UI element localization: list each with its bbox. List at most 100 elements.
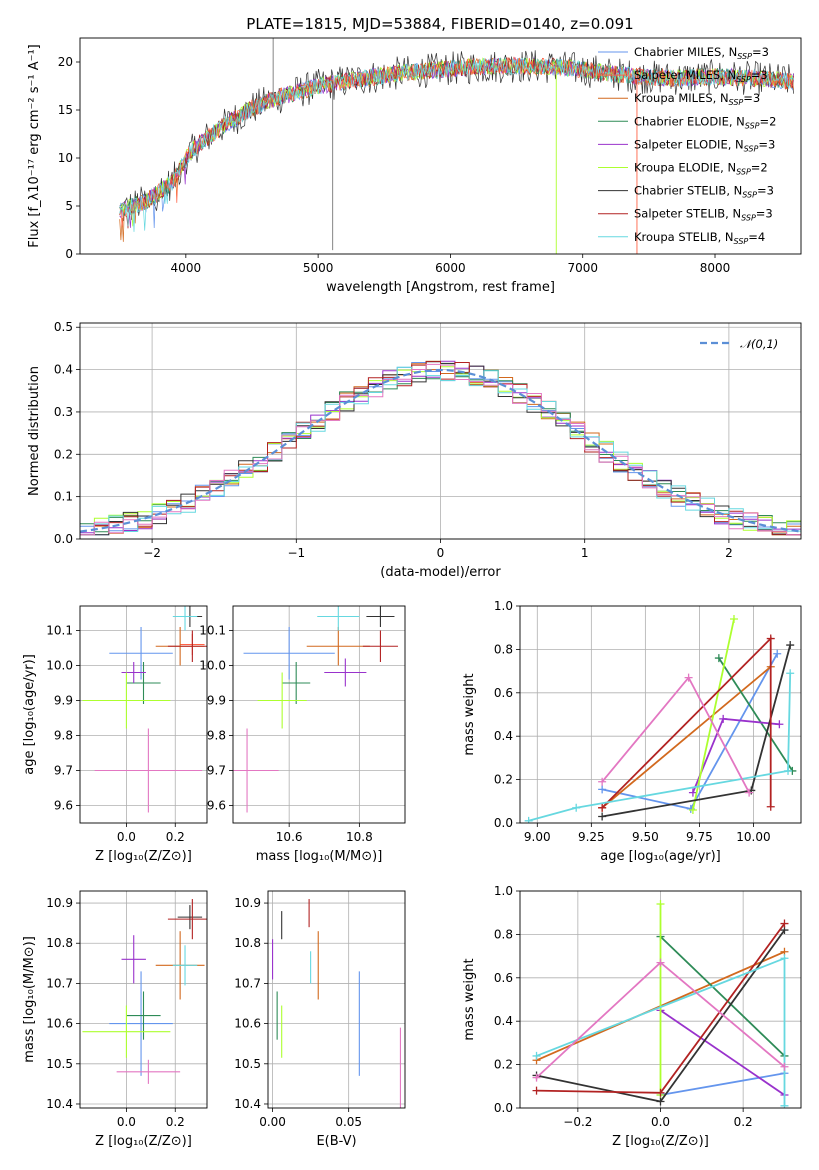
y-tick-label: 15 <box>58 103 73 117</box>
weight-marker <box>780 954 789 963</box>
weight-marker <box>656 1097 665 1106</box>
axes-frame <box>519 605 802 824</box>
x-tick-label: 10.00 <box>736 830 770 844</box>
legend-entry: Kroupa STELIB, NSSP=4 <box>634 230 765 246</box>
axes-frame <box>79 890 208 1109</box>
legend: 𝒩(0,1) <box>700 337 778 351</box>
y-tick-label: 10.8 <box>46 936 73 950</box>
weight-line <box>601 636 772 809</box>
plot-area <box>80 360 801 536</box>
x-tick-label: −1 <box>287 546 305 560</box>
weight-marker <box>786 669 795 678</box>
x-tick-label: 9.50 <box>632 830 659 844</box>
x-tick-label: 2 <box>725 546 733 560</box>
y-axis-label: age [log₁₀(age/yr)] <box>22 654 37 775</box>
x-tick-label: 9.00 <box>524 830 551 844</box>
weight-line <box>718 657 794 772</box>
x-axis-label: mass [log₁₀(M/M⊙)] <box>256 849 383 864</box>
y-tick-label: 9.7 <box>207 764 226 778</box>
x-tick-label: 0.0 <box>117 1115 136 1129</box>
axes-frame <box>79 322 802 540</box>
y-tick-label: 10.9 <box>46 896 73 910</box>
x-tick-label: 4000 <box>171 261 202 275</box>
spectrum-line <box>119 57 794 232</box>
y-tick-label: 10.4 <box>234 1097 261 1111</box>
plot-area <box>82 606 207 813</box>
y-tick-label: 0.4 <box>494 1014 513 1028</box>
legend-entry: Chabrier MILES, NSSP=3 <box>634 45 769 61</box>
panel-mass-vs-EBV: 0.00 0.05 10.4 10.5 10.6 10.7 10.8 10.9 E(B-V) <box>234 890 406 1149</box>
x-tick-label: 0.0 <box>651 1115 670 1129</box>
y-tick-label: 0.6 <box>494 971 513 985</box>
y-tick-label: 0.0 <box>494 816 513 830</box>
y-tick-label: 9.6 <box>54 799 73 813</box>
x-axis-label: E(B-V) <box>316 1134 356 1149</box>
weight-line <box>659 1009 786 1096</box>
axes-frame <box>519 890 802 1109</box>
y-tick-label: 9.6 <box>207 799 226 813</box>
x-tick-label: 0.2 <box>166 1115 185 1129</box>
y-tick-label: 0.8 <box>494 927 513 941</box>
axes-frame <box>232 605 406 824</box>
weight-marker <box>719 714 728 723</box>
weight-marker <box>656 900 665 909</box>
weight-marker <box>780 919 789 928</box>
plot-area <box>524 615 797 823</box>
weight-marker <box>780 1062 789 1071</box>
y-tick-label: 0.2 <box>494 1058 513 1072</box>
x-tick-label: 10.6 <box>276 830 303 844</box>
axes-frame <box>79 37 802 255</box>
panel-spectrum: 4000 5000 6000 7000 8000 0 5 10 15 20 wavelength [… <box>27 37 802 295</box>
weight-line <box>660 1072 785 1096</box>
y-axis-label: mass weight <box>462 958 477 1040</box>
y-tick-label: 10.7 <box>234 976 261 990</box>
weight-marker <box>656 1088 665 1097</box>
legend: Chabrier MILES, NSSP=3 Salpeter MILES, NS… <box>598 45 776 246</box>
y-tick-label: 10.7 <box>46 976 73 990</box>
y-tick-label: 10.4 <box>46 1097 73 1111</box>
panel-weight-vs-Z: −0.2 0.0 0.2 0.0 0.2 0.4 0.6 0.8 1.0 Z [log₁₀(Z/Z… <box>462 884 802 1149</box>
weight-marker <box>688 788 697 797</box>
weight-marker <box>598 785 607 794</box>
x-tick-label: 10.8 <box>346 830 373 844</box>
y-axis-label: mass weight <box>462 673 477 755</box>
weight-marker <box>780 1101 789 1108</box>
weight-marker <box>688 805 697 814</box>
weight-line <box>692 618 735 811</box>
x-axis-label: (data-model)/error <box>380 565 501 580</box>
x-axis-label: wavelength [Angstrom, rest frame] <box>326 280 555 295</box>
y-tick-label: 10.1 <box>199 624 226 638</box>
panel-mass-vs-Z: 0.0 0.2 10.4 10.5 10.6 10.7 10.8 10.9 Z [log₁₀(Z… <box>22 890 208 1149</box>
spectrum-line <box>119 56 794 228</box>
y-tick-label: 0.0 <box>494 1101 513 1115</box>
y-tick-label: 0.5 <box>54 320 73 334</box>
y-tick-label: 0.0 <box>54 532 73 546</box>
weight-marker <box>766 802 775 811</box>
y-tick-label: 10.6 <box>234 1017 261 1031</box>
y-tick-label: 1.0 <box>494 599 513 613</box>
panel-age-vs-mass: 10.6 10.8 9.6 9.7 9.8 9.9 10.0 10.1 mass [log₁₀(… <box>199 605 406 864</box>
y-tick-label: 9.9 <box>54 694 73 708</box>
x-tick-label: 7000 <box>567 261 598 275</box>
x-tick-label: 5000 <box>303 261 334 275</box>
weight-marker <box>784 766 793 775</box>
y-tick-label: 0 <box>65 247 73 261</box>
y-tick-label: 5 <box>65 199 73 213</box>
weight-marker <box>532 1051 541 1060</box>
y-tick-label: 9.7 <box>54 764 73 778</box>
weight-marker <box>598 803 607 812</box>
x-tick-label: 0.2 <box>166 830 185 844</box>
y-tick-label: 0.2 <box>494 773 513 787</box>
weight-marker <box>766 634 775 643</box>
legend-entry: Chabrier STELIB, NSSP=3 <box>634 184 774 200</box>
x-tick-label: 6000 <box>435 261 466 275</box>
chart-title: PLATE=1815, MJD=53884, FIBERID=0140, z=0… <box>246 15 633 33</box>
x-axis-label: Z [log₁₀(Z/Z⊙)] <box>612 1134 709 1149</box>
y-tick-label: 10.6 <box>46 1017 73 1031</box>
x-tick-label: −2 <box>143 546 161 560</box>
weight-marker <box>572 803 581 812</box>
axes-frame <box>79 605 208 824</box>
x-tick-label: 0.2 <box>734 1115 753 1129</box>
x-tick-label: 9.25 <box>578 830 605 844</box>
